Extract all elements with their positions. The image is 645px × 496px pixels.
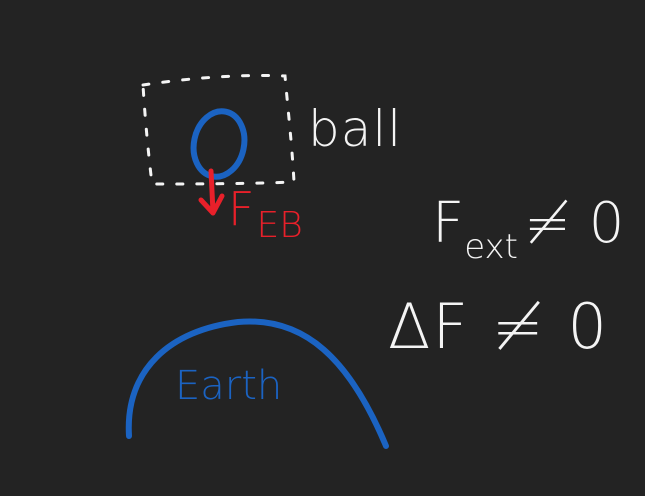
fext-main: F [432, 191, 465, 256]
ball-circle [190, 108, 248, 180]
earth-arc [125, 318, 389, 449]
system-boundary-dashed-box [141, 73, 296, 186]
ball-label: ball [308, 104, 402, 154]
force-arrow [198, 168, 225, 216]
force-label-subscript: EB [256, 205, 303, 246]
fext-subscript: ext [464, 227, 518, 267]
delta-force-equation: ΔF ≠ 0 [388, 296, 609, 358]
delta-force-text: ΔF ≠ 0 [388, 290, 609, 363]
earth-label: Earth [175, 366, 282, 406]
earth-label-text: Earth [175, 363, 283, 409]
external-force-equation: Fext ≠ 0 [432, 196, 624, 265]
force-label: FEB [228, 186, 303, 244]
fext-inequality: ≠ 0 [524, 191, 625, 256]
force-label-main: F [228, 182, 255, 236]
ball-label-text: ball [308, 100, 403, 158]
